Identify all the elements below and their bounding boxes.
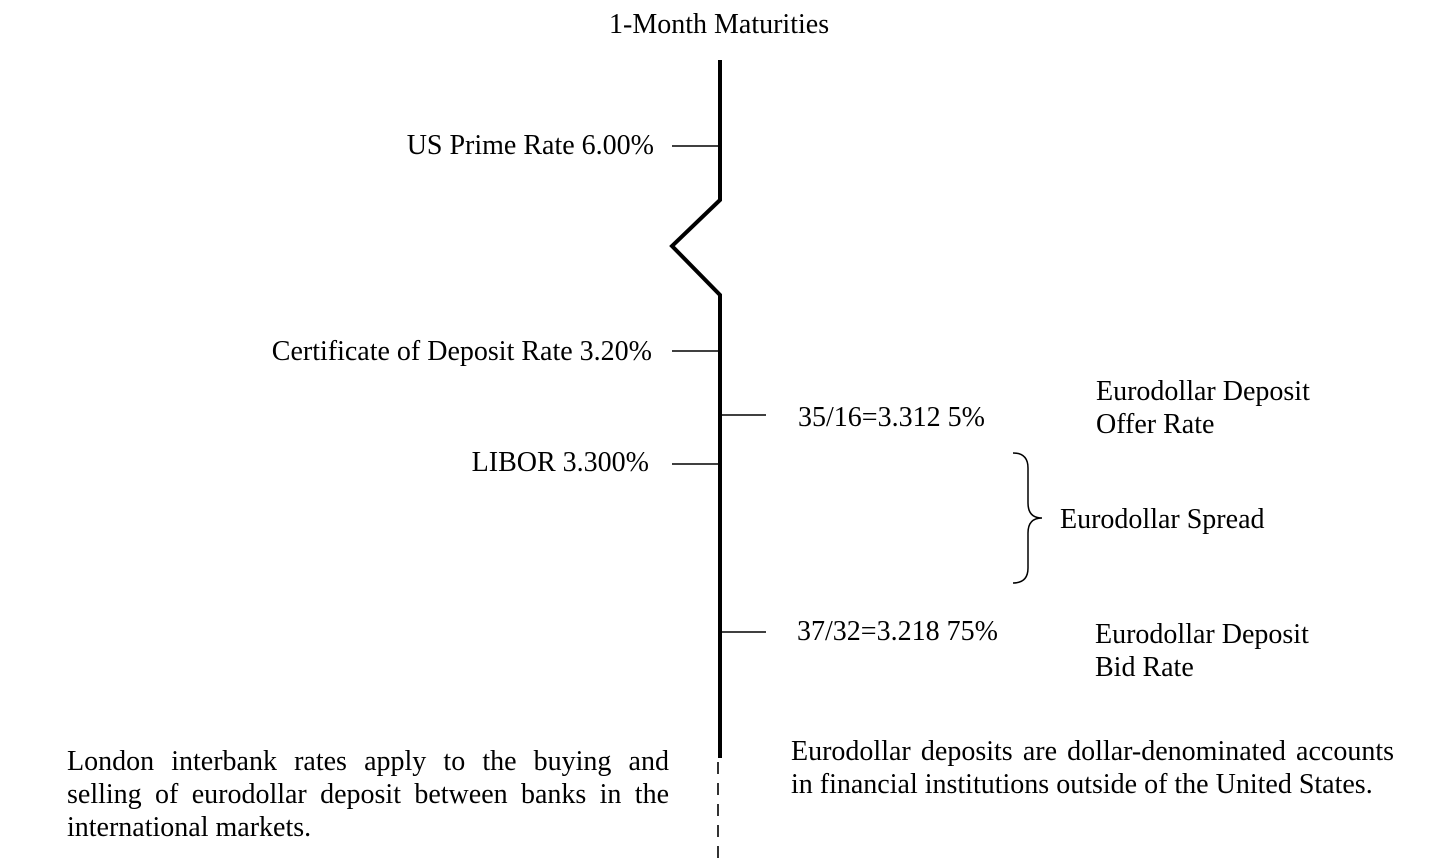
diagram-title: 1-Month Maturities <box>609 9 830 40</box>
name-offer-rate-line2: Offer Rate <box>1096 409 1215 440</box>
spread-label: Eurodollar Spread <box>1060 504 1265 535</box>
name-bid-rate-line1: Eurodollar Deposit <box>1095 619 1309 650</box>
spread-brace <box>1012 452 1043 584</box>
note-london-interbank: London interbank rates apply to the buyi… <box>67 746 669 843</box>
value-bid-rate: 37/32=3.218 75% <box>797 616 998 647</box>
label-certificate-of-deposit-rate: Certificate of Deposit Rate 3.20% <box>271 336 652 367</box>
label-libor: LIBOR 3.300% <box>471 447 649 478</box>
value-offer-rate: 35/16=3.312 5% <box>798 402 985 433</box>
name-offer-rate: Eurodollar Deposit Offer Rate <box>1096 375 1310 441</box>
name-bid-rate: Eurodollar Deposit Bid Rate <box>1095 618 1309 684</box>
rate-axis-upper <box>669 60 722 758</box>
name-offer-rate-line1: Eurodollar Deposit <box>1096 376 1310 407</box>
note-eurodollar-deposits: Eurodollar deposits are dollar-denominat… <box>791 736 1394 800</box>
name-bid-rate-line2: Bid Rate <box>1095 652 1194 683</box>
label-us-prime-rate: US Prime Rate 6.00% <box>406 130 654 161</box>
